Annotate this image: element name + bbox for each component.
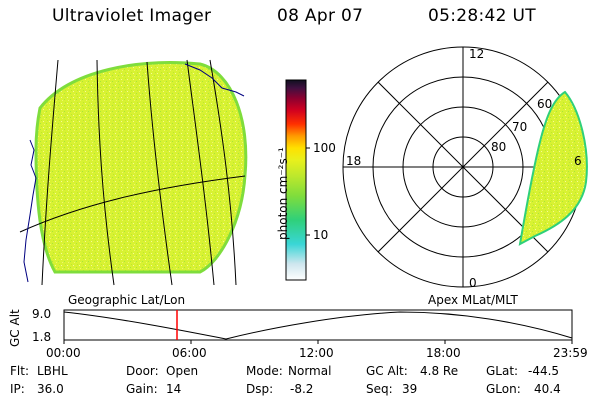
lat-label-80: 80: [491, 140, 507, 154]
altitude-xtick-2: 12:00: [299, 346, 334, 360]
altitude-plot-frame: [63, 309, 573, 341]
altitude-xtick-4: 23:59: [553, 346, 588, 360]
dsp-value: -8.2: [290, 382, 314, 396]
apex-caption: Apex MLat/MLT: [428, 293, 518, 307]
flt-value: LBHL: [37, 364, 68, 378]
ip-label: IP:: [10, 382, 25, 396]
mode-value: Normal: [288, 364, 332, 378]
door-label: Door:: [126, 364, 159, 378]
glat-label: GLat:: [486, 364, 519, 378]
glon-value: 40.4: [534, 382, 561, 396]
altitude-xtick-1: 06:00: [172, 346, 207, 360]
gcalt-label: GC Alt:: [366, 364, 408, 378]
observation-time: 05:28:42 UT: [428, 6, 536, 26]
colorbar-tick-100: 100: [313, 141, 336, 155]
altitude-ytick-bottom: 1.8: [32, 330, 52, 344]
instrument-title: Ultraviolet Imager: [52, 6, 212, 26]
geographic-caption: Geographic Lat/Lon: [68, 293, 186, 307]
lat-label-70: 70: [512, 120, 528, 134]
glat-value: -44.5: [528, 364, 560, 378]
lat-label-60: 60: [537, 97, 553, 111]
flt-label: Flt:: [10, 364, 29, 378]
auroral-oval: [518, 90, 588, 246]
seq-label: Seq:: [366, 382, 393, 396]
lat-lon-grid: [19, 59, 246, 286]
altitude-ylabel: GC Alt: [8, 309, 22, 347]
gcalt-value: 4.8 Re: [420, 364, 459, 378]
seq-value: 39: [402, 382, 418, 396]
altitude-xtick-3: 18:00: [426, 346, 461, 360]
ip-value: 36.0: [37, 382, 64, 396]
altitude-ytick-top: 9.0: [32, 307, 52, 321]
coastline: [23, 63, 245, 283]
colorbar-tick-10: 10: [313, 228, 329, 242]
uv-image: [34, 61, 248, 274]
observation-date: 08 Apr 07: [277, 6, 364, 26]
mode-label: Mode:: [246, 364, 283, 378]
gain-label: Gain:: [126, 382, 158, 396]
dsp-label: Dsp:: [246, 382, 274, 396]
altitude-xtick-0: 00:00: [46, 346, 81, 360]
mlt-label-6: 6: [574, 154, 582, 168]
gain-value: 14: [166, 382, 182, 396]
mlt-label-12: 12: [469, 47, 485, 61]
mlt-label-0: 0: [469, 276, 477, 290]
mlt-label-18: 18: [346, 154, 362, 168]
glon-label: GLon:: [486, 382, 521, 396]
altitude-curve: [63, 311, 573, 340]
door-value: Open: [166, 364, 199, 378]
